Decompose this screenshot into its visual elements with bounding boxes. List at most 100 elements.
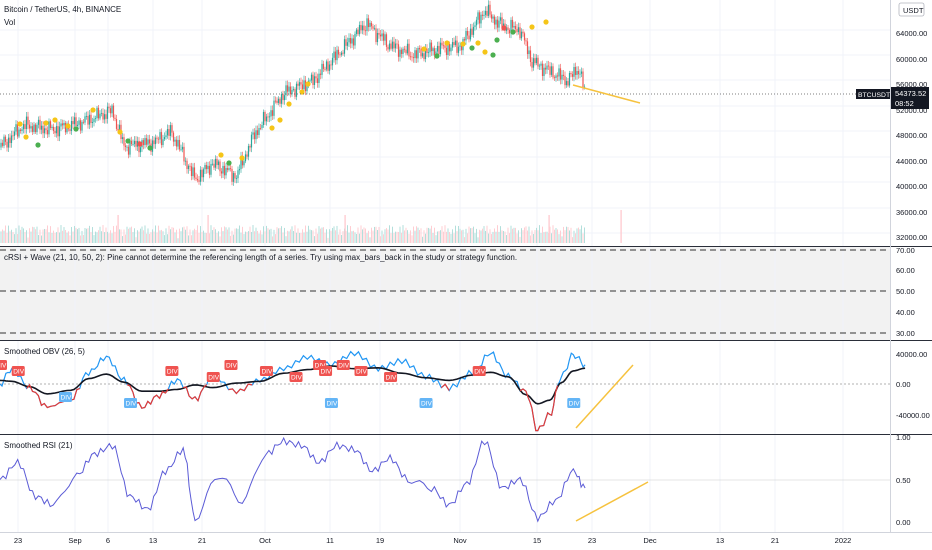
candle-body xyxy=(241,156,244,166)
candle-body xyxy=(456,40,458,53)
rsi-axis[interactable]: 1.00 0.50 0.00 xyxy=(896,433,911,527)
divergence-label-text: DIV xyxy=(474,369,486,376)
signal-dots xyxy=(17,19,549,166)
volume-bar xyxy=(363,227,365,243)
obv-axis[interactable]: 40000.00 0.00 -40000.00 xyxy=(896,350,930,420)
obv-title[interactable]: Smoothed OBV (26, 5) xyxy=(4,347,85,356)
candle-body xyxy=(274,100,277,102)
volume-bar xyxy=(572,237,573,243)
volume-bar xyxy=(294,225,296,243)
volume-bar xyxy=(314,236,315,243)
volume-bar xyxy=(498,231,500,243)
currency-badge[interactable]: USDT xyxy=(898,2,925,17)
price-trendline xyxy=(572,84,641,104)
volume-bar xyxy=(162,231,164,243)
volume-bar xyxy=(506,234,507,243)
volume-bar xyxy=(479,229,480,243)
divergence-label-text: DIV xyxy=(326,401,338,408)
candle-body xyxy=(550,66,553,75)
candle-body xyxy=(159,132,161,140)
candle-body xyxy=(423,53,425,60)
volume-bar xyxy=(524,227,525,243)
candle-body xyxy=(81,121,83,131)
candle-body xyxy=(123,137,125,146)
candle-body xyxy=(222,165,224,174)
volume-bar xyxy=(461,230,462,243)
candle-body xyxy=(166,129,169,136)
candle-body xyxy=(282,94,284,101)
crsi-error-text: cRSI + Wave (21, 10, 50, 2): Pine cannot… xyxy=(4,253,517,262)
time-axis-tick: 6 xyxy=(106,536,110,545)
volume-bar xyxy=(29,228,30,243)
volume-bar xyxy=(465,228,467,243)
rsi-title[interactable]: Smoothed RSI (21) xyxy=(4,441,73,450)
volume-bar xyxy=(471,228,473,243)
volume-bar xyxy=(141,226,143,243)
candle-body xyxy=(174,139,176,142)
candle-body xyxy=(220,171,223,174)
symbol-title[interactable]: Bitcoin / TetherUS, 4h, BINANCE xyxy=(4,5,121,14)
volume-bar xyxy=(54,232,56,243)
candle-body xyxy=(156,137,158,139)
candle-body xyxy=(385,34,388,47)
price-axis-tick: 60000.00 xyxy=(896,55,927,64)
volume-bar xyxy=(207,215,209,243)
volume-bar xyxy=(554,229,555,243)
candle-body xyxy=(207,165,209,170)
candle-body xyxy=(379,34,382,37)
candle-body xyxy=(471,28,473,35)
candle-body xyxy=(364,30,367,32)
volume-bar xyxy=(500,226,501,243)
vol-label[interactable]: Vol xyxy=(4,18,15,27)
candle-body xyxy=(133,140,136,145)
volume-bar xyxy=(138,231,140,243)
volume-bar xyxy=(332,227,333,243)
volume-bar xyxy=(455,225,456,243)
volume-bar xyxy=(558,234,560,243)
candle-body xyxy=(516,28,518,33)
volume-bar xyxy=(266,225,267,243)
volume-bar xyxy=(264,231,266,243)
candle-body xyxy=(99,113,101,119)
candle-body xyxy=(247,146,250,157)
candle-body xyxy=(558,68,560,77)
signal-dot xyxy=(226,160,232,166)
candle-body xyxy=(214,158,217,168)
volume-bar xyxy=(198,232,200,243)
divergence-label-box xyxy=(289,372,303,382)
divergence-label-box xyxy=(319,366,333,376)
candle-body xyxy=(384,34,386,41)
candle-body xyxy=(52,126,55,131)
volume-bar xyxy=(326,229,327,243)
volume-bar xyxy=(309,229,311,243)
last-price-badge: 54373.52 08:52 xyxy=(891,87,929,109)
candle-body xyxy=(0,142,2,148)
volume-bar xyxy=(137,230,138,243)
candle-body xyxy=(130,140,133,145)
divergence-label-bearish: DIV xyxy=(336,360,350,370)
volume-bar xyxy=(153,231,155,243)
candle-body xyxy=(27,116,29,125)
volume-bar xyxy=(561,236,563,243)
candle-body xyxy=(6,141,8,148)
candle-body xyxy=(154,137,157,145)
volume-bar xyxy=(135,237,137,243)
price-axis[interactable]: 64000.00 60000.00 56000.00 52000.00 48000.00… xyxy=(896,29,927,242)
volume-bar xyxy=(144,225,146,243)
candle-body xyxy=(76,124,79,127)
volume-bar xyxy=(530,235,531,243)
crsi-axis[interactable]: 70.00 60.00 50.00 40.00 30.00 xyxy=(896,246,915,338)
volume-bar xyxy=(381,230,383,243)
volume-bar xyxy=(254,231,255,243)
candle-body xyxy=(400,49,403,54)
time-axis-tick: Dec xyxy=(643,536,657,545)
volume-bar xyxy=(249,226,251,243)
volume-bar xyxy=(344,215,346,243)
candle-body xyxy=(184,160,187,162)
time-axis[interactable]: 23 Sep 6 13 21 Oct 11 19 Nov 15 23 Dec 13 21 2022 xyxy=(14,536,852,545)
time-axis-tick: 2022 xyxy=(835,536,852,545)
volume-bar xyxy=(351,231,353,243)
volume-bar xyxy=(18,225,20,243)
crsi-axis-tick: 70.00 xyxy=(896,246,915,255)
